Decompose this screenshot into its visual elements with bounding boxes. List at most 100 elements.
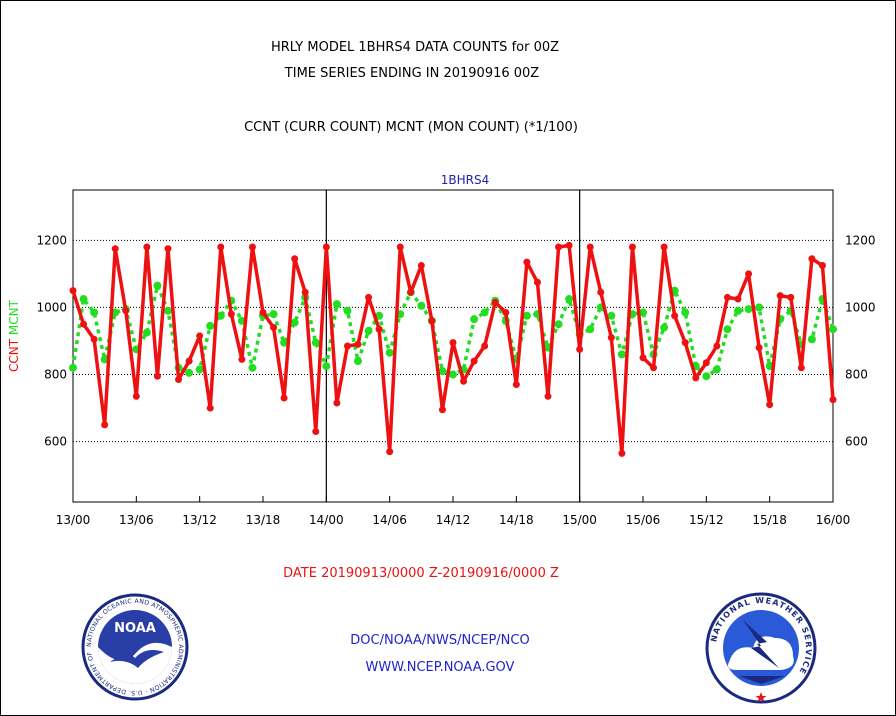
ccnt-point: [544, 392, 552, 400]
ccnt-point: [185, 357, 193, 365]
y-tick-label-left: 1000: [36, 300, 67, 314]
ccnt-point: [512, 381, 520, 389]
ccnt-point: [533, 278, 541, 286]
mcnt-point: [712, 365, 721, 374]
mcnt-point: [385, 348, 394, 357]
ccnt-point: [745, 270, 753, 278]
y-axis-label-ccnt: CCNT: [7, 335, 21, 372]
footer-url-link[interactable]: WWW.NCEP.NOAA.GOV: [365, 660, 515, 675]
mcnt-point: [565, 295, 574, 304]
mcnt-point: [90, 308, 99, 317]
mcnt-point: [322, 362, 331, 371]
mcnt-point: [449, 370, 457, 379]
ccnt-point: [787, 293, 795, 301]
ccnt-point: [365, 293, 373, 301]
ccnt-point: [702, 359, 710, 367]
x-tick-label: 13/00: [56, 513, 91, 527]
ccnt-point: [692, 374, 700, 382]
mcnt-point: [522, 311, 531, 320]
mcnt-point: [195, 365, 204, 374]
y-tick-label-left: 800: [44, 368, 67, 382]
mcnt-point: [744, 305, 753, 314]
mcnt-point: [269, 310, 278, 319]
mcnt-point: [681, 308, 690, 317]
ccnt-point: [396, 243, 404, 251]
ccnt-point: [723, 293, 731, 301]
mcnt-point: [332, 300, 341, 309]
ccnt-point: [111, 245, 119, 253]
ccnt-point: [755, 344, 763, 352]
x-tick-label: 14/00: [309, 513, 344, 527]
mcnt-point: [807, 335, 816, 344]
noaa-logo[interactable]: NOAA NATIONAL OCEANIC AND ATMOSPHERIC AD…: [80, 592, 190, 702]
ccnt-point: [280, 394, 288, 402]
ccnt-point: [671, 312, 679, 320]
footer-org-link[interactable]: DOC/NOAA/NWS/NCEP/NCO: [350, 633, 530, 648]
ccnt-point: [375, 325, 383, 333]
ccnt-point: [565, 241, 573, 249]
mcnt-point: [354, 357, 362, 366]
mcnt-point: [216, 311, 225, 320]
y-tick-label-right: 1000: [845, 300, 876, 314]
ccnt-point: [122, 307, 130, 315]
mcnt-point: [206, 321, 215, 330]
ccnt-point: [354, 340, 362, 348]
mcnt-point: [417, 301, 426, 310]
ccnt-point: [386, 448, 394, 456]
mcnt-point: [702, 372, 711, 381]
ccnt-point: [248, 243, 256, 251]
header-legend-text: CCNT (CURR COUNT) MCNT (MON COUNT) (*1/1…: [244, 120, 578, 135]
mcnt-point: [554, 320, 563, 329]
ccnt-point: [829, 396, 837, 404]
y-tick-label-right: 800: [845, 368, 868, 382]
mcnt-point: [248, 363, 257, 372]
ccnt-point: [681, 339, 689, 347]
x-tick-label: 13/12: [182, 513, 217, 527]
ccnt-point: [238, 355, 246, 363]
ccnt-point: [322, 243, 330, 251]
ccnt-point: [597, 288, 605, 296]
mcnt-point: [586, 325, 595, 334]
x-tick-label: 14/18: [499, 513, 534, 527]
mcnt-point: [343, 306, 352, 315]
ccnt-point: [333, 399, 341, 407]
mcnt-point: [470, 315, 479, 324]
ccnt-point: [428, 317, 436, 325]
ccnt-point: [90, 335, 98, 343]
mcnt-point: [185, 368, 194, 377]
y-axis-label: CCNT MCNT: [7, 299, 21, 372]
ccnt-point: [196, 332, 204, 340]
x-tick-label: 16/00: [816, 513, 851, 527]
y-tick-label-left: 600: [44, 435, 67, 449]
ccnt-series-line: [71, 243, 835, 456]
ccnt-point: [80, 320, 88, 328]
plot-title: 1BHRS4: [441, 173, 489, 187]
mcnt-point: [290, 318, 299, 327]
ccnt-point: [164, 245, 172, 253]
x-tick-label: 15/00: [562, 513, 597, 527]
mcnt-point: [639, 308, 647, 317]
mcnt-point: [723, 325, 732, 334]
ccnt-point: [818, 261, 826, 269]
x-tick-label: 14/06: [372, 513, 407, 527]
ccnt-point: [175, 376, 183, 384]
ccnt-point: [312, 428, 320, 436]
header-subtitle: TIME SERIES ENDING IN 20190916 00Z: [284, 66, 540, 81]
mcnt-point: [480, 308, 489, 317]
mcnt-point: [755, 303, 764, 312]
x-tick-label: 13/06: [119, 513, 154, 527]
y-tick-label-right: 1200: [845, 233, 876, 247]
mcnt-point: [280, 338, 289, 347]
nws-logo[interactable]: NATIONAL WEATHER SERVICE: [705, 592, 817, 704]
x-tick-label: 14/12: [436, 513, 471, 527]
mcnt-point: [79, 295, 88, 304]
ccnt-point: [259, 308, 267, 316]
ccnt-point: [470, 357, 478, 365]
ccnt-point: [206, 404, 214, 412]
mcnt-point: [364, 326, 373, 335]
ccnt-point: [523, 258, 531, 266]
ccnt-point: [660, 243, 668, 251]
mcnt-point: [153, 281, 162, 290]
mcnt-point: [438, 367, 447, 376]
y-axis-label-mcnt: MCNT: [7, 299, 21, 335]
